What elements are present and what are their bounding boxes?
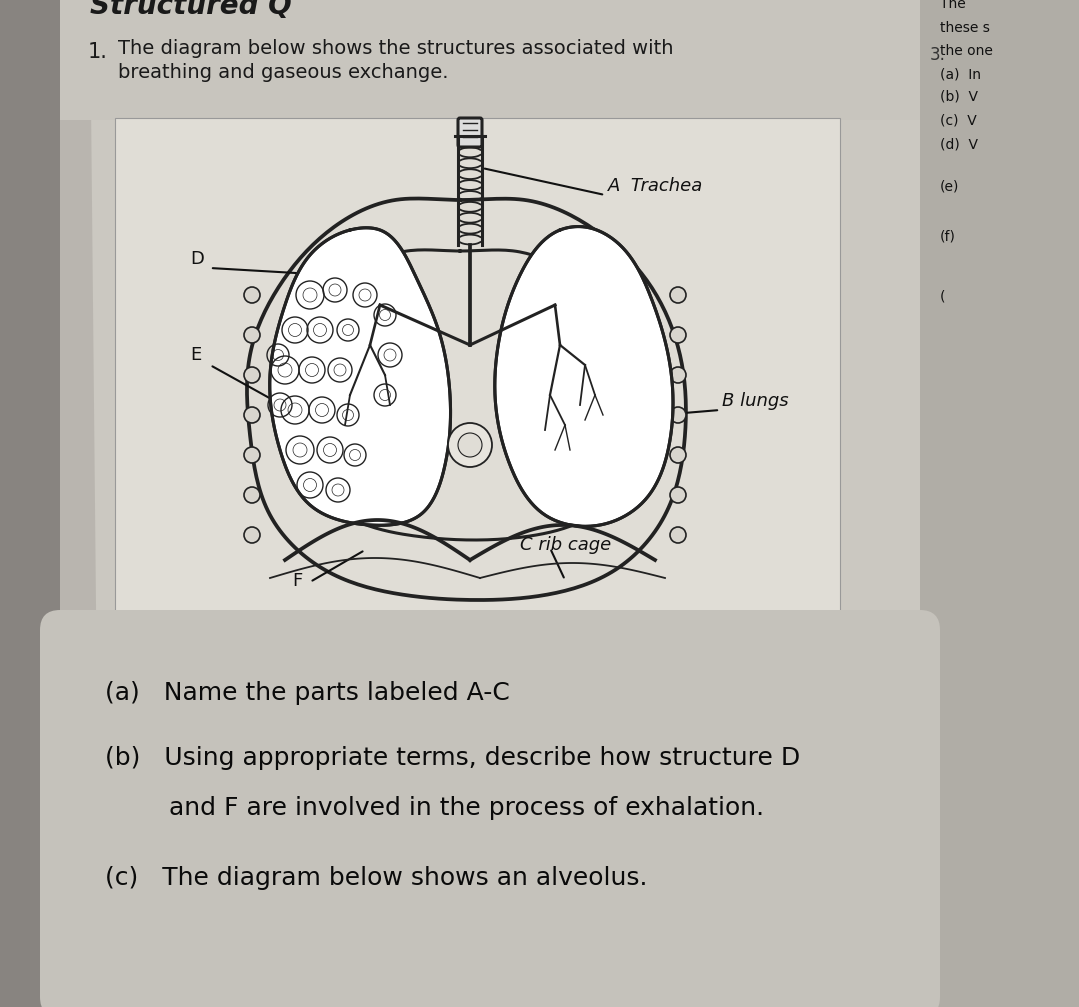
Text: and F are involved in the process of exhalation.: and F are involved in the process of exh… (105, 796, 764, 820)
Text: (: ( (940, 289, 945, 303)
Polygon shape (60, 0, 100, 1007)
Text: (e): (e) (940, 179, 959, 193)
Text: these s: these s (940, 21, 989, 35)
Circle shape (448, 423, 492, 467)
Polygon shape (60, 0, 920, 120)
Circle shape (244, 527, 260, 543)
Text: B lungs: B lungs (722, 392, 789, 410)
Text: (c)   The diagram below shows an alveolus.: (c) The diagram below shows an alveolus. (105, 866, 647, 890)
Text: (f): (f) (940, 229, 956, 243)
Text: Structured Q: Structured Q (90, 0, 291, 20)
Circle shape (244, 447, 260, 463)
Polygon shape (495, 227, 673, 527)
FancyBboxPatch shape (40, 610, 940, 1007)
Text: the one: the one (940, 44, 993, 58)
Text: (d)  V: (d) V (940, 137, 978, 151)
Circle shape (670, 327, 686, 343)
Text: A  Trachea: A Trachea (607, 177, 704, 195)
Circle shape (457, 433, 482, 457)
Text: (a)  In: (a) In (940, 67, 981, 81)
Circle shape (670, 447, 686, 463)
Circle shape (244, 287, 260, 303)
Text: breathing and gaseous exchange.: breathing and gaseous exchange. (118, 63, 449, 82)
Circle shape (244, 367, 260, 383)
FancyBboxPatch shape (115, 118, 839, 615)
FancyBboxPatch shape (457, 118, 482, 147)
Text: 1.: 1. (88, 42, 108, 62)
Circle shape (670, 287, 686, 303)
Text: (b)  V: (b) V (940, 89, 978, 103)
Polygon shape (920, 0, 1079, 1007)
Polygon shape (270, 228, 451, 526)
Text: (b)   Using appropriate terms, describe how structure D: (b) Using appropriate terms, describe ho… (105, 746, 801, 770)
Text: The: The (940, 0, 966, 11)
Text: (c)  V: (c) V (940, 113, 976, 127)
Text: C rib cage: C rib cage (520, 536, 611, 554)
Circle shape (670, 367, 686, 383)
Polygon shape (60, 0, 1000, 1007)
Text: F: F (292, 572, 302, 590)
Circle shape (244, 327, 260, 343)
Text: D: D (190, 250, 204, 268)
Text: The diagram below shows the structures associated with: The diagram below shows the structures a… (118, 39, 673, 58)
Text: (a)   Name the parts labeled A-C: (a) Name the parts labeled A-C (105, 681, 509, 705)
Circle shape (670, 407, 686, 423)
Polygon shape (0, 0, 80, 1007)
Text: E: E (190, 346, 202, 364)
Circle shape (670, 527, 686, 543)
Circle shape (670, 487, 686, 504)
Circle shape (244, 407, 260, 423)
Circle shape (244, 487, 260, 504)
Text: 3.: 3. (930, 46, 946, 64)
